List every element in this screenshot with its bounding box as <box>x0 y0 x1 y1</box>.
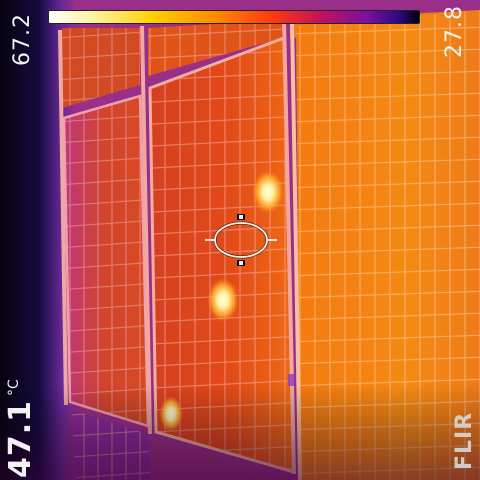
flir-logo-icon: FLIR <box>452 411 477 470</box>
spot-temperature-readout: 47.1 °C <box>3 379 38 478</box>
spot-meter-crosshair-icon[interactable] <box>205 212 277 268</box>
temperature-palette-bar <box>48 10 420 24</box>
scale-max-value: 67.2 <box>10 13 35 66</box>
spot-temperature-value: 47.1 <box>3 399 38 478</box>
scale-min-value: 27.8 <box>442 5 467 58</box>
spot-temperature-unit: °C <box>6 379 22 396</box>
